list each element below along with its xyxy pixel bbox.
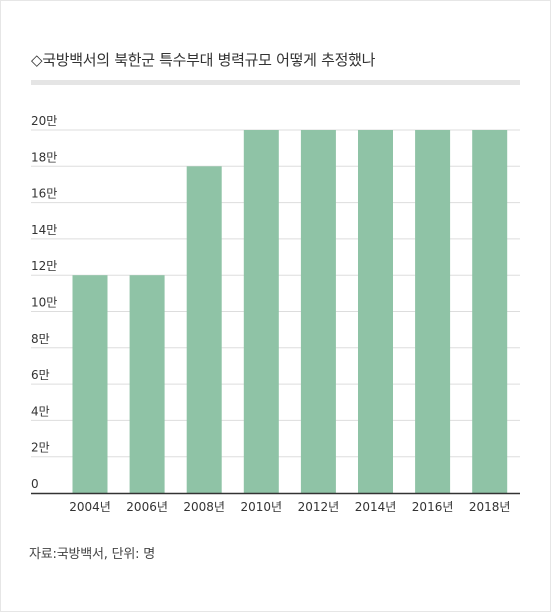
y-tick-label: 20만 [31, 114, 57, 128]
x-tick-label: 2006년 [126, 500, 168, 514]
x-tick-label: 2014년 [355, 500, 397, 514]
y-tick-label: 6만 [31, 368, 50, 382]
x-tick-label: 2012년 [298, 500, 340, 514]
x-tick-label: 2008년 [183, 500, 225, 514]
bar [72, 275, 108, 493]
y-tick-label: 10만 [31, 296, 57, 310]
y-tick-label: 12만 [31, 259, 57, 273]
bar [186, 166, 222, 494]
source-note: 자료:국방백서, 단위: 명 [29, 547, 155, 562]
bar [129, 275, 165, 493]
y-tick-label: 4만 [31, 404, 50, 418]
bar [358, 130, 393, 493]
y-tick-label: 0 [31, 477, 39, 491]
bar [243, 130, 279, 493]
y-tick-label: 2만 [31, 441, 50, 455]
y-tick-label: 18만 [31, 150, 57, 164]
chart-title: ◇국방백서의 북한군 특수부대 병력규모 어떻게 추정했나 [31, 51, 376, 69]
x-tick-label: 2004년 [69, 500, 111, 514]
y-tick-label: 14만 [31, 223, 57, 237]
x-tick-label: 2010년 [241, 500, 283, 514]
bar [300, 130, 336, 493]
y-tick-label: 8만 [31, 332, 50, 346]
y-tick-label: 16만 [31, 187, 57, 201]
bar [415, 130, 451, 493]
y-axis-tick-labels: 0 2만 4만 6만 8만 10만 12만 14만 16만 18만 20만 [31, 114, 57, 491]
title-divider [31, 80, 520, 85]
bars [72, 130, 508, 494]
x-axis-tick-labels: 2004년 2006년 2008년 2010년 2012년 2014년 2016년 2018년 [69, 500, 510, 514]
x-tick-label: 2016년 [412, 500, 454, 514]
bar [472, 130, 508, 493]
x-tick-label: 2018년 [469, 500, 511, 514]
